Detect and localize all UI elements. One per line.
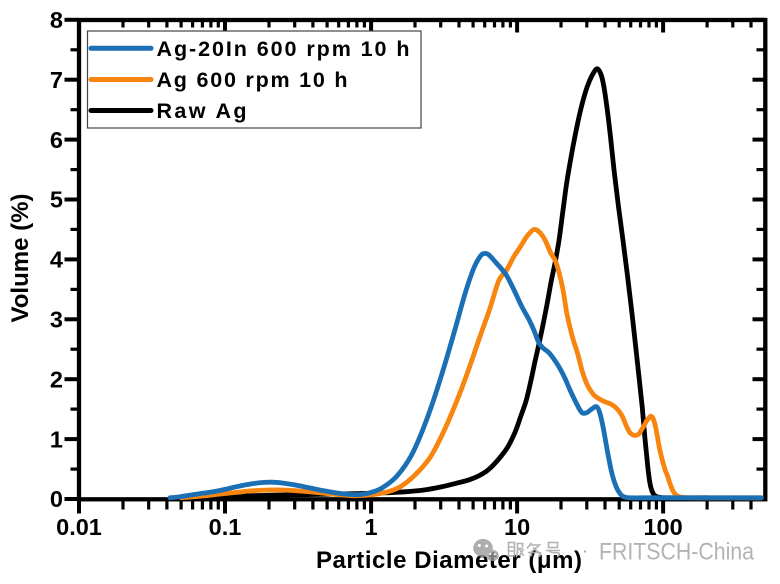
svg-text:7: 7 <box>50 67 63 93</box>
svg-text:Raw Ag: Raw Ag <box>157 99 247 123</box>
svg-text:8: 8 <box>50 7 63 33</box>
svg-text:100: 100 <box>643 514 682 540</box>
svg-text:Volume (%): Volume (%) <box>7 194 34 323</box>
svg-text:0.01: 0.01 <box>56 514 102 540</box>
svg-text:4: 4 <box>50 247 63 273</box>
svg-text:2: 2 <box>50 366 63 392</box>
svg-text:Ag 600 rpm 10 h: Ag 600 rpm 10 h <box>157 68 348 92</box>
svg-text:6: 6 <box>50 127 63 153</box>
svg-text:5: 5 <box>50 187 63 213</box>
svg-text:FRITSCH-China: FRITSCH-China <box>599 539 755 566</box>
svg-text:10: 10 <box>504 514 530 540</box>
svg-text:3: 3 <box>50 307 63 333</box>
svg-text:1: 1 <box>365 514 378 540</box>
svg-text:Particle Diameter (μm): Particle Diameter (μm) <box>316 547 582 574</box>
svg-text:0: 0 <box>50 486 63 512</box>
svg-text:1: 1 <box>50 426 63 452</box>
svg-text:0.1: 0.1 <box>209 514 242 540</box>
